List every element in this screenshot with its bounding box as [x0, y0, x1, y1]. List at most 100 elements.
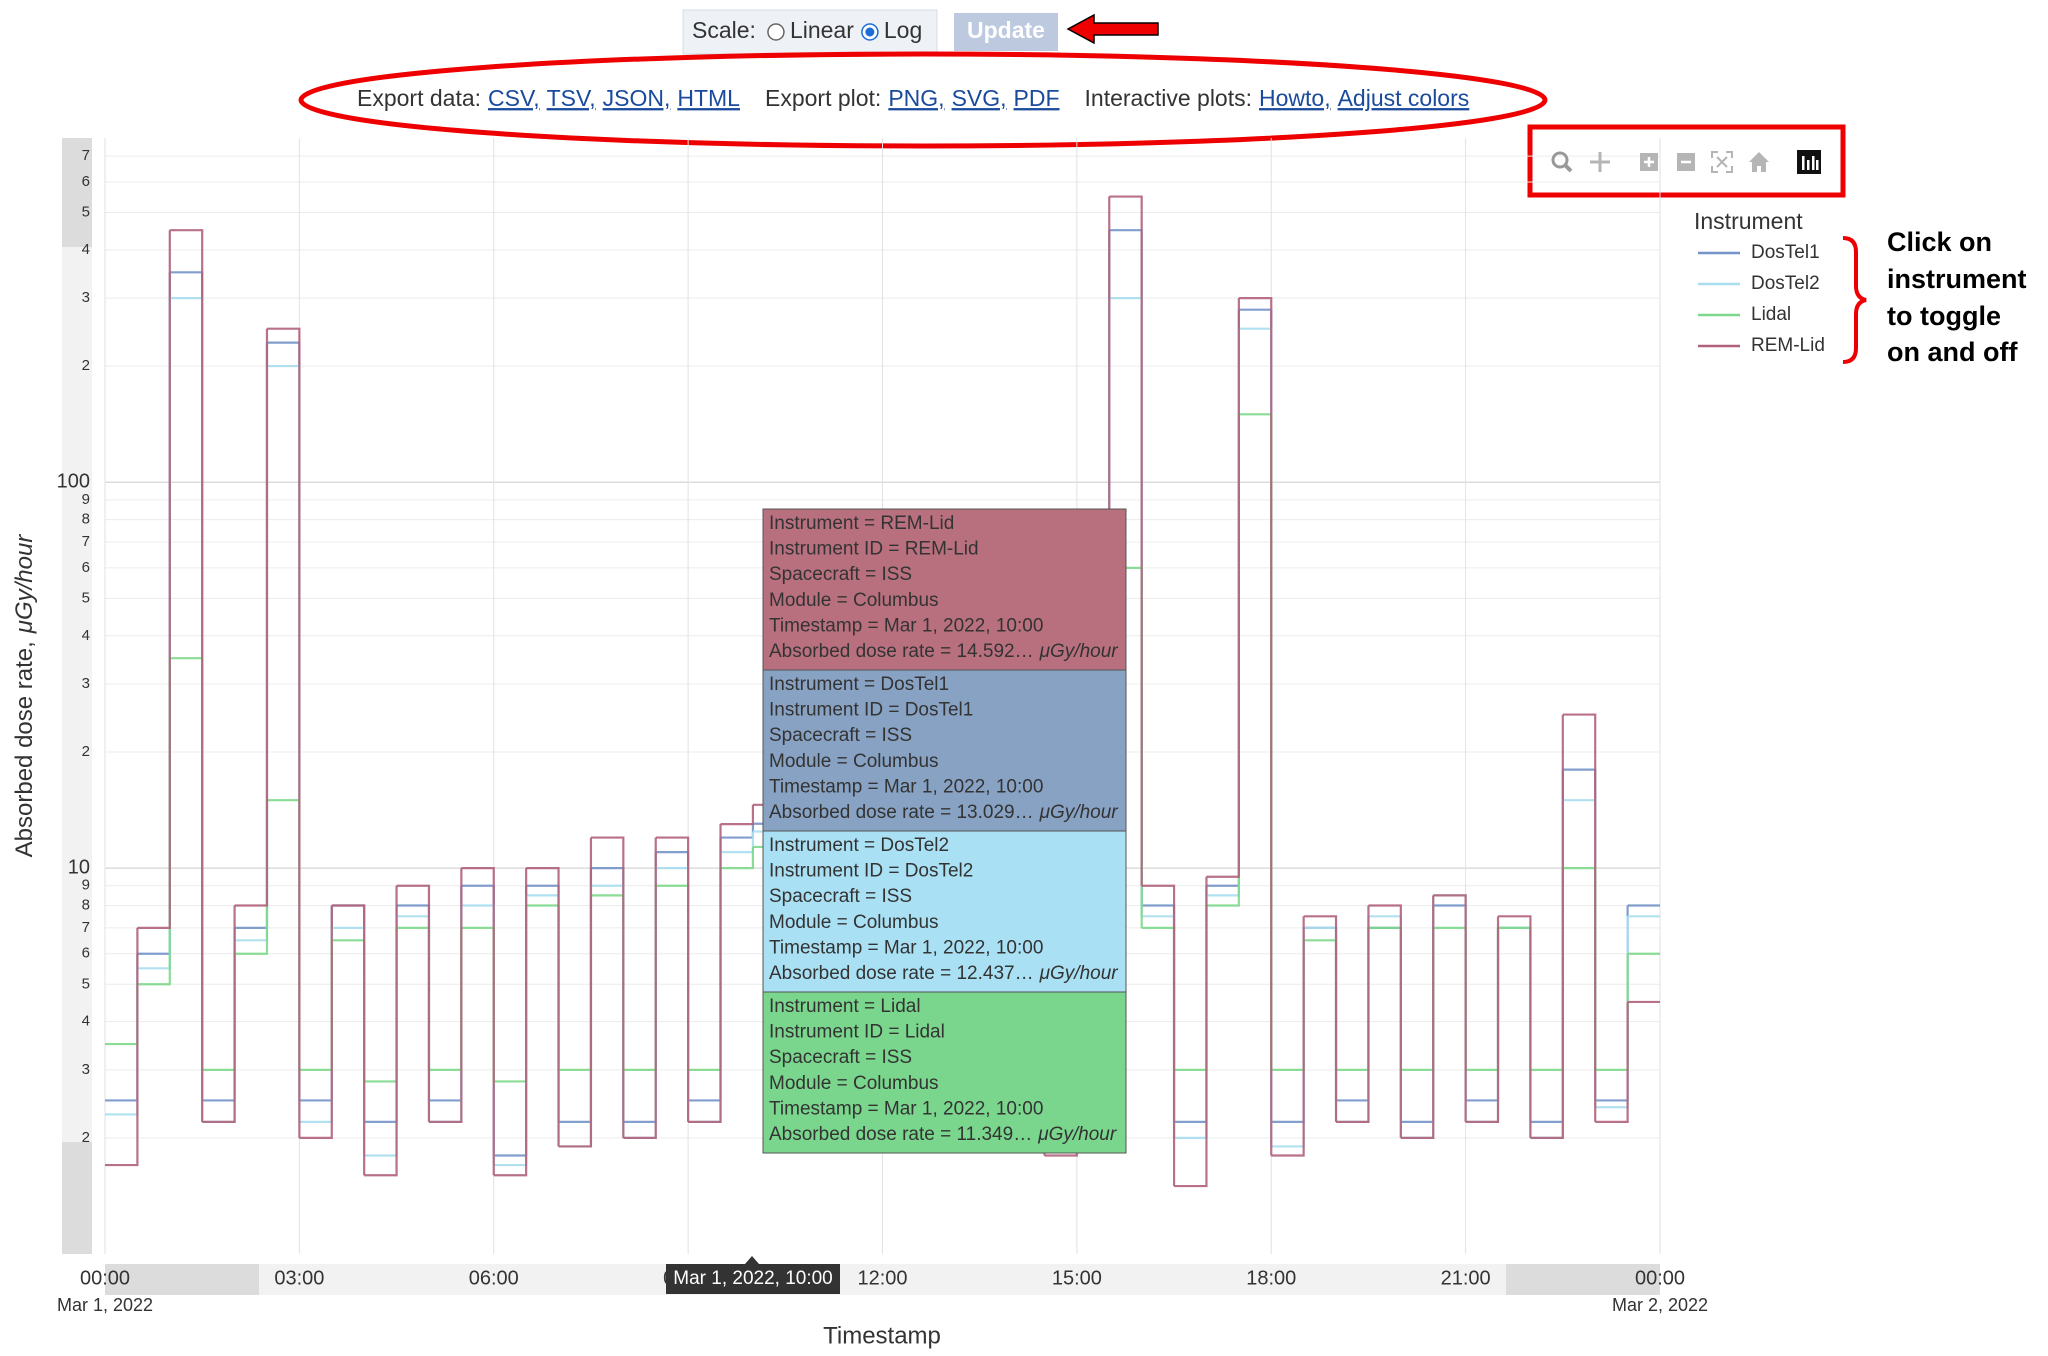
step-segment: [1530, 714, 1564, 1139]
step-segment: [137, 230, 171, 929]
export-link[interactable]: PNG,: [888, 85, 944, 111]
step-segment: [720, 804, 755, 826]
icon-part[interactable]: [1807, 160, 1810, 170]
step-segment: [1174, 905, 1208, 1071]
step-segment: [299, 927, 333, 1123]
y-tick-label: 8: [82, 511, 90, 528]
tooltip-line: Instrument = DosTel1: [769, 674, 949, 695]
icon-part[interactable]: [1563, 163, 1573, 173]
tooltip-line: Instrument ID = Lidal: [769, 1022, 945, 1043]
step-segment: [493, 885, 528, 1157]
legend-item[interactable]: DosTel1: [1698, 242, 1820, 263]
step-segment: [1206, 309, 1240, 887]
step-segment: [688, 824, 722, 1123]
step-segment: [1238, 308, 1273, 1122]
export-link[interactable]: PDF: [1014, 85, 1060, 111]
step-segment: [1530, 868, 1564, 1071]
export-link[interactable]: Adjust colors: [1338, 85, 1470, 111]
legend-label[interactable]: Lidal: [1751, 304, 1791, 325]
x-tick-label: 00:00: [80, 1267, 130, 1289]
radio-dot[interactable]: [865, 27, 875, 37]
export-link[interactable]: JSON,: [603, 85, 671, 111]
export-link[interactable]: TSV,: [547, 85, 596, 111]
icon-part[interactable]: [1802, 156, 1805, 170]
legend-item[interactable]: Lidal: [1698, 304, 1791, 325]
step-segment: [364, 905, 398, 1123]
y-range-end: [62, 138, 92, 247]
tooltip-unit: μGy/hour: [1039, 963, 1119, 984]
y-tick-label: 2: [82, 743, 90, 760]
step-segment: [493, 895, 528, 1167]
step-segment: [558, 868, 593, 1123]
tooltip-unit: μGy/hour: [1039, 802, 1119, 823]
update-label[interactable]: Update: [967, 17, 1045, 43]
icon-part[interactable]: [1749, 152, 1769, 172]
step-segment: [169, 297, 204, 1122]
export-link[interactable]: CSV,: [488, 85, 540, 111]
export-link[interactable]: HTML: [677, 85, 740, 111]
y-tick-label: 5: [82, 975, 90, 992]
export-link[interactable]: SVG,: [952, 85, 1007, 111]
step-segment: [137, 658, 171, 986]
icon-part[interactable]: [1590, 152, 1610, 172]
step-segment: [558, 895, 593, 1071]
x-axis-title: Timestamp: [823, 1322, 941, 1349]
step-segment: [364, 927, 398, 1083]
step-segment: [1433, 926, 1467, 1070]
step-segment: [105, 927, 139, 1167]
x-tick-label: 12:00: [857, 1267, 907, 1289]
toolbar-button[interactable]: [1749, 152, 1769, 172]
legend-item[interactable]: REM-Lid: [1698, 335, 1825, 356]
legend-item[interactable]: DosTel2: [1698, 273, 1820, 294]
tooltip-line: Module = Columbus: [769, 590, 939, 611]
step-segment: [105, 968, 139, 1116]
y-tick-label: 3: [82, 675, 90, 692]
export-link[interactable]: Howto,: [1259, 85, 1331, 111]
step-segment: [526, 904, 560, 1070]
toolbar-button[interactable]: [1640, 153, 1658, 171]
radio-label[interactable]: Log: [884, 17, 922, 43]
tooltip-line: Absorbed dose rate = 14.592… μGy/hour: [769, 641, 1118, 662]
step-segment: [623, 885, 657, 1071]
legend-label[interactable]: DosTel1: [1751, 242, 1820, 263]
step-segment: [526, 884, 560, 1122]
step-segment: [720, 846, 755, 870]
step-segment: [1368, 926, 1402, 1122]
legend-label[interactable]: REM-Lid: [1751, 335, 1825, 356]
step-segment: [428, 885, 463, 1102]
step-segment: [1562, 768, 1597, 1101]
icon-part[interactable]: [1551, 151, 1569, 169]
x-date-label: Mar 1, 2022: [57, 1295, 153, 1315]
toolbar-button[interactable]: [1590, 152, 1610, 172]
step-segment: [299, 905, 333, 1139]
radio-button[interactable]: [767, 23, 785, 41]
step-segment: [1271, 916, 1305, 1157]
highlight-ellipse: [298, 51, 1548, 149]
icon-part[interactable]: [1812, 156, 1815, 170]
annotation-line: on and off: [1887, 337, 2018, 367]
overlay: Instrument DosTel1 DosTel2 Lidal REM-Lid Inst…: [666, 208, 1825, 1294]
step-segment: [396, 926, 431, 1070]
export-label: Export plot:: [765, 85, 881, 111]
toolbar-button[interactable]: [1677, 153, 1695, 171]
icon-part[interactable]: [1644, 157, 1654, 167]
tooltip-line: Instrument ID = REM-Lid: [769, 539, 979, 560]
tooltip-line: Timestamp = Mar 1, 2022, 10:00: [769, 937, 1043, 958]
toolbar-button[interactable]: [1797, 150, 1821, 174]
toolbar-button[interactable]: [1551, 151, 1573, 173]
step-segment: [558, 885, 593, 1148]
step-segment: [720, 831, 755, 854]
icon-part[interactable]: [1816, 160, 1819, 170]
tooltip-line: Absorbed dose rate = 13.029… μGy/hour: [769, 802, 1118, 823]
legend-label[interactable]: DosTel2: [1751, 273, 1820, 294]
icon-part[interactable]: [1711, 151, 1733, 173]
update-button[interactable]: [954, 13, 1058, 51]
step-segment: [590, 867, 625, 1122]
step-segment: [1595, 905, 1629, 1102]
x-tick-label: 06:00: [469, 1267, 519, 1289]
step-segment: [1368, 926, 1402, 1070]
toolbar-button[interactable]: [1711, 151, 1733, 173]
radio-label[interactable]: Linear: [790, 17, 854, 43]
scale-panel: [682, 9, 938, 55]
hover-label: Mar 1, 2022, 10:00: [673, 1268, 833, 1289]
